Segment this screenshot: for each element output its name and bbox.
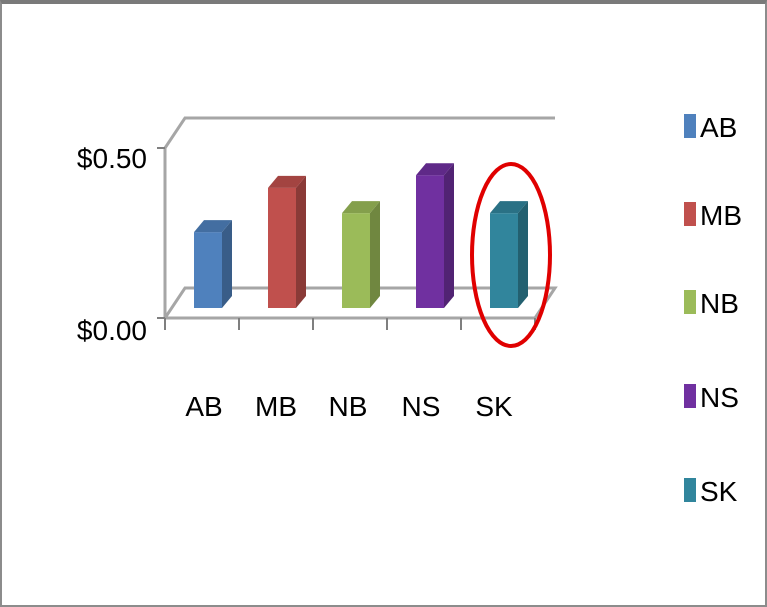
bar-nb <box>342 201 380 308</box>
bar-ab <box>194 220 232 308</box>
x-tick-label-nb: NB <box>329 391 368 422</box>
x-tick-label-sk: SK <box>475 391 513 422</box>
legend-label-nb: NB <box>700 288 739 319</box>
bar-front-ns <box>416 175 444 308</box>
bar-top-ns <box>416 163 454 176</box>
legend-swatch-ns <box>684 384 696 408</box>
legend-swatch-sk <box>684 478 696 502</box>
bar-top-nb <box>342 201 380 214</box>
bar-side-ab <box>222 220 232 308</box>
bar-mb <box>268 175 306 308</box>
back-wall-top <box>163 116 555 149</box>
x-tick-label-mb: MB <box>255 391 297 422</box>
chart-axes <box>157 116 558 330</box>
y-tick-label-1: $0.50 <box>77 143 147 174</box>
bar-top-mb <box>268 175 306 188</box>
bar-top-sk <box>490 201 528 214</box>
x-tick-label-ns: NS <box>402 391 441 422</box>
x-tick-label-ab: AB <box>185 391 222 422</box>
bar-front-nb <box>342 213 370 308</box>
legend-label-ab: AB <box>700 112 737 143</box>
bar-front-sk <box>490 213 518 308</box>
chart-floor <box>163 286 558 320</box>
legend-label-ns: NS <box>700 382 739 413</box>
y-tick-label-0: $0.00 <box>77 315 147 346</box>
legend-label-mb: MB <box>700 200 742 231</box>
chart-bars <box>194 163 528 308</box>
highlight-circle <box>470 162 552 348</box>
bar-side-nb <box>370 201 380 308</box>
bar-side-mb <box>296 175 306 308</box>
legend-swatch-nb <box>684 290 696 314</box>
bar-top-ab <box>194 220 232 233</box>
chart-labels: $0.00 $0.50 AB MB NB NS SK <box>77 143 513 422</box>
legend-swatch-ab <box>684 114 696 138</box>
legend-label-sk: SK <box>700 476 738 507</box>
bar-side-ns <box>444 163 454 308</box>
bar-side-sk <box>518 201 528 308</box>
bar-front-mb <box>268 187 296 308</box>
bar-sk <box>490 201 528 308</box>
bar-ns <box>416 163 454 308</box>
bar-front-ab <box>194 232 222 308</box>
chart-legend: AB MB NB NS SK <box>684 112 742 507</box>
legend-swatch-mb <box>684 202 696 226</box>
